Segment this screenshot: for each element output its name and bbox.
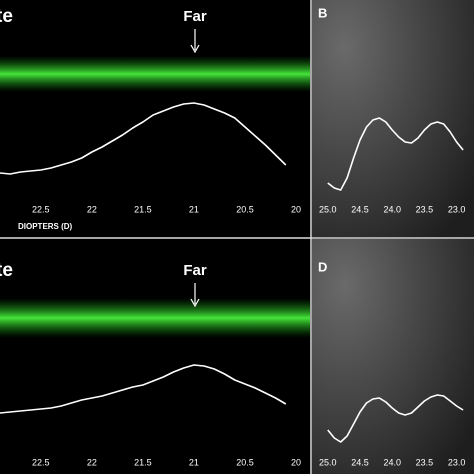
x-tick-label: 23.0	[448, 457, 466, 467]
x-tick-label: 21.5	[134, 204, 152, 214]
data-line	[327, 117, 464, 191]
x-tick-label: 22.5	[32, 457, 50, 467]
data-line	[0, 102, 287, 175]
annotation: Far	[183, 262, 207, 279]
panel-bg	[312, 239, 474, 474]
x-axis-label: DIOPTERS (D)	[18, 222, 73, 231]
x-tick-label: 20	[291, 457, 301, 467]
data-line	[0, 364, 287, 414]
arrow-head	[190, 298, 200, 308]
x-tick-label: 23.5	[416, 457, 434, 467]
green-band	[0, 298, 310, 338]
x-tick-label: 22.5	[32, 204, 50, 214]
x-tick-label: 23.5	[416, 204, 434, 214]
x-tick-label: 23.0	[448, 204, 466, 214]
panel-label: D	[318, 259, 327, 274]
arrow-head	[190, 44, 200, 54]
x-tick-label: 21.5	[134, 457, 152, 467]
x-tick-label: 25.0	[319, 204, 337, 214]
x-tick-label: 21	[189, 457, 199, 467]
annotation: Far	[183, 8, 207, 25]
x-tick-label: 22	[87, 204, 97, 214]
corner-label: te	[0, 260, 13, 281]
x-tick-label: 20.5	[236, 204, 254, 214]
corner-label: te	[0, 6, 13, 27]
x-tick-label: 24.5	[351, 457, 369, 467]
panel-label: B	[318, 5, 327, 20]
x-tick-label: 24.5	[351, 204, 369, 214]
x-tick-label: 20	[291, 204, 301, 214]
x-tick-label: 25.0	[319, 457, 337, 467]
panel-bg	[312, 0, 474, 237]
green-band	[0, 56, 310, 92]
x-tick-label: 24.0	[383, 457, 401, 467]
data-line	[327, 394, 464, 443]
x-tick-label: 24.0	[383, 204, 401, 214]
x-tick-label: 21	[189, 204, 199, 214]
x-tick-label: 22	[87, 457, 97, 467]
x-tick-label: 20.5	[236, 457, 254, 467]
